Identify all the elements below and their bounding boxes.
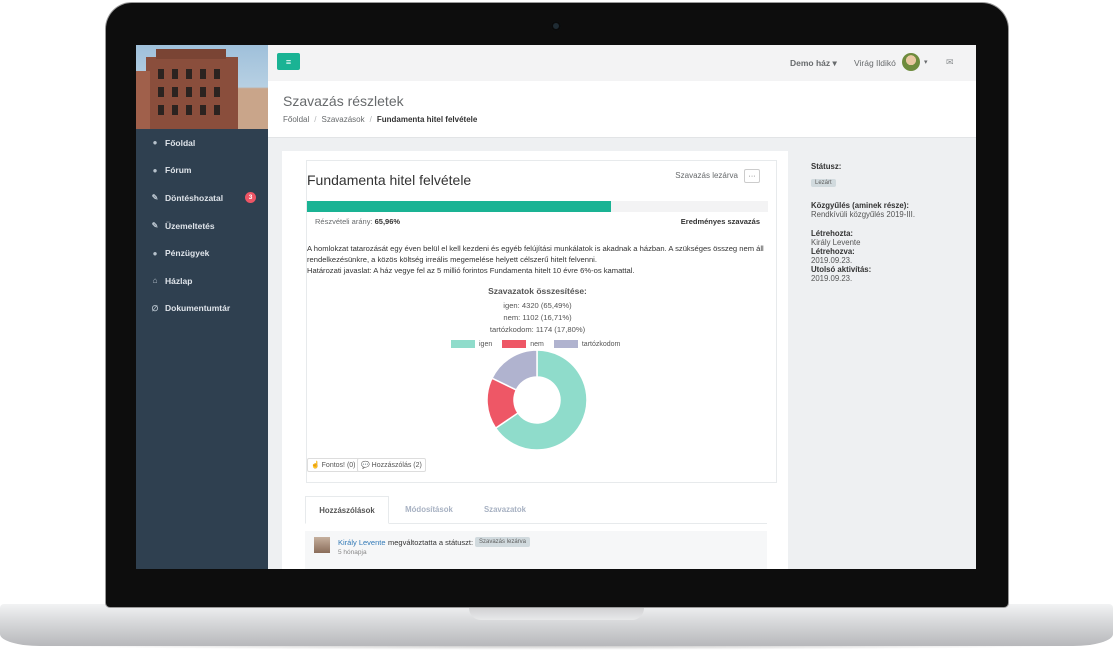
comment-icon: ● <box>152 165 158 175</box>
info-circle-icon: ● <box>152 138 158 148</box>
sidebar-item-penzugyek[interactable]: ● Pénzügyek <box>136 239 268 267</box>
vote-description: A homlokzat tatarozását egy éven belül e… <box>307 243 767 277</box>
breadcrumb-separator: / <box>369 115 372 124</box>
summary-title: Szavazatok összesítése: <box>488 286 587 296</box>
vote-info-panel: Státusz: Lezárt Közgyűlés (aminek része)… <box>811 162 961 283</box>
vote-card-inner: Fundamenta hitel felvétele Szavazás lezá… <box>307 161 768 482</box>
sidebar-nav: ● Főoldal ● Fórum ✎ Döntéshozatal 3 ✎ Üz… <box>136 129 268 322</box>
breadcrumb-link-votes[interactable]: Szavazások <box>321 115 365 124</box>
sidebar-item-forum[interactable]: ● Fórum <box>136 157 268 185</box>
legend-item-yes[interactable]: igen <box>451 340 492 348</box>
piggy-bank-icon: ● <box>152 248 158 258</box>
participation-progress-fill <box>307 201 612 212</box>
tab-votes[interactable]: Szavazatok <box>483 504 527 514</box>
activity-label: Utolsó aktivítás: <box>811 265 872 274</box>
envelope-icon[interactable]: ✉ <box>946 57 954 67</box>
breadcrumb: Főoldal / Szavazások / Fundamenta hitel felv… <box>283 115 477 124</box>
activity-value: 2019.09.23. <box>811 274 853 283</box>
donut-slice-abstain[interactable] <box>491 349 538 391</box>
app-screen: ● Főoldal ● Fórum ✎ Döntéshozatal 3 ✎ Üz… <box>136 45 976 569</box>
breadcrumb-current: Fundamenta hitel felvétele <box>376 115 478 124</box>
legend-label: igen <box>479 340 493 348</box>
vote-result: Eredményes szavazás <box>680 217 760 226</box>
sidebar-item-label: Főoldal <box>165 137 196 148</box>
user-menu[interactable]: Virág Ildikó <box>854 58 896 68</box>
tab-modifications[interactable]: Módosítások <box>405 504 453 514</box>
house-selector[interactable]: Demo ház ▾ <box>790 58 837 68</box>
legend-item-no[interactable]: nem <box>502 340 544 348</box>
comment-item: Király Levente megváltoztatta a státuszt… <box>305 531 767 569</box>
creator-label: Létrehozta: <box>811 229 854 238</box>
meeting-value: Rendkívüli közgyűlés 2019-III. <box>811 210 916 219</box>
participation-progress-bar <box>307 201 768 212</box>
avatar[interactable] <box>902 53 920 71</box>
meeting-label: Közgyűlés (aminek része): <box>811 201 909 210</box>
sidebar-item-label: Döntéshozatal <box>165 192 224 203</box>
hamburger-icon: ≡ <box>285 56 292 67</box>
summary-line-no: nem: 1102 (16,71%) <box>503 313 572 322</box>
home-icon: ⌂ <box>152 276 158 286</box>
breadcrumb-link-home[interactable]: Főoldal <box>283 115 310 124</box>
status-label: Státusz: <box>811 162 842 171</box>
vote-card: Fundamenta hitel felvétele Szavazás lezá… <box>306 160 777 483</box>
laptop-notch <box>469 604 644 620</box>
sidebar-item-donteshozatal[interactable]: ✎ Döntéshozatal 3 <box>136 184 268 212</box>
tab-comments[interactable]: Hozzászólások <box>305 496 389 524</box>
main-content: Fundamenta hitel felvétele Szavazás lezá… <box>282 151 788 569</box>
description-paragraph: A homlokzat tatarozását egy éven belül e… <box>307 244 764 265</box>
legend-item-abstain[interactable]: tartózkodom <box>553 340 621 348</box>
status-badge: Szavazás lezárva <box>475 537 531 547</box>
sidebar-item-label: Házlap <box>165 275 193 286</box>
sidebar-item-hazlap[interactable]: ⌂ Házlap <box>136 267 268 295</box>
legend-label: tartózkodom <box>581 340 621 348</box>
comment-time: 5 hónapja <box>338 549 367 556</box>
gavel-icon: ✎ <box>151 193 159 203</box>
sidebar-item-label: Dokumentumtár <box>165 303 231 314</box>
sidebar-item-label: Üzemeltetés <box>165 220 215 231</box>
important-button[interactable]: ☝ Fontos! (0) <box>307 458 360 472</box>
avatar <box>314 537 330 553</box>
top-navbar: ≡ Demo ház ▾ Virág Ildikó ▾ ✉ <box>268 45 976 82</box>
wrench-icon: ✎ <box>151 221 159 231</box>
created-value: 2019.09.23. <box>811 256 853 265</box>
comment-text: megváltoztatta a státuszt: <box>388 538 474 547</box>
menu-toggle-button[interactable]: ≡ <box>277 53 300 70</box>
sidebar-item-uzemeltetes[interactable]: ✎ Üzemeltetés <box>136 212 268 240</box>
comment-button[interactable]: 💬 Hozzászólás (2) <box>357 458 426 472</box>
donut-slice-yes[interactable] <box>494 349 588 451</box>
votes-donut-chart <box>486 349 588 451</box>
sidebar-item-label: Fórum <box>165 165 192 176</box>
participation-label: Részvételi arány: 65,96% <box>315 217 401 226</box>
legend-swatch <box>553 340 578 348</box>
building-photo <box>136 45 268 129</box>
chart-legend: igen nem tartózkodom <box>451 339 630 349</box>
sidebar-item-label: Pénzügyek <box>165 248 210 259</box>
proposal-paragraph: Határozati javaslat: A ház vegye fel az … <box>307 266 635 276</box>
summary-line-abstain: tartózkodom: 1174 (17,80%) <box>489 325 586 334</box>
vote-closed-label: Szavazás lezárva <box>675 171 738 180</box>
paperclip-icon: ∅ <box>151 303 159 313</box>
legend-swatch <box>502 340 527 348</box>
sidebar: ● Főoldal ● Fórum ✎ Döntéshozatal 3 ✎ Üz… <box>136 45 268 569</box>
summary-line-yes: igen: 4320 (65,49%) <box>503 301 572 310</box>
detail-tabs: Hozzászólások Módosítások Szavazatok <box>305 496 767 524</box>
notification-badge: 3 <box>245 192 256 204</box>
legend-swatch <box>451 340 475 348</box>
more-options-button[interactable]: ··· <box>744 169 760 183</box>
status-badge: Lezárt <box>811 179 836 187</box>
page-title: Szavazás részletek <box>283 93 404 109</box>
comment-author-link[interactable]: Király Levente <box>338 538 386 547</box>
sidebar-item-dokumentumtar[interactable]: ∅ Dokumentumtár <box>136 295 268 323</box>
sidebar-item-fooldal[interactable]: ● Főoldal <box>136 129 268 157</box>
created-label: Létrehozva: <box>811 247 855 256</box>
webcam <box>551 21 561 31</box>
legend-label: nem <box>530 340 544 348</box>
vote-title: Fundamenta hitel felvétele <box>307 172 472 188</box>
creator-value: Király Levente <box>811 238 861 247</box>
chevron-down-icon[interactable]: ▾ <box>924 59 928 66</box>
breadcrumb-separator: / <box>314 115 317 124</box>
page-heading: Szavazás részletek Főoldal / Szavazások / Fu… <box>268 81 976 138</box>
